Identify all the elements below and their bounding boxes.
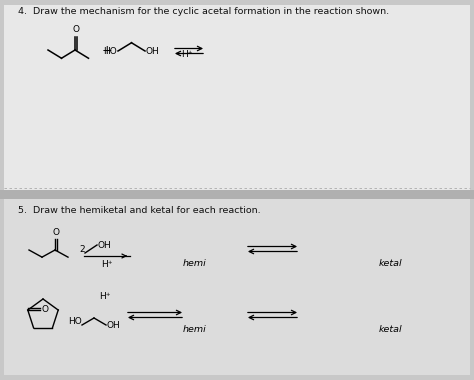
- Text: hemi: hemi: [183, 325, 207, 334]
- Text: 4.  Draw the mechanism for the cyclic acetal formation in the reaction shown.: 4. Draw the mechanism for the cyclic ace…: [18, 7, 389, 16]
- Text: O: O: [53, 228, 60, 237]
- FancyBboxPatch shape: [4, 5, 470, 190]
- Text: H⁺: H⁺: [101, 260, 113, 269]
- Text: O: O: [73, 25, 80, 34]
- Text: O: O: [42, 304, 49, 313]
- Text: OH: OH: [98, 241, 112, 250]
- Text: H⁺: H⁺: [99, 292, 111, 301]
- Text: 5.  Draw the hemiketal and ketal for each reaction.: 5. Draw the hemiketal and ketal for each…: [18, 206, 261, 215]
- Text: +: +: [102, 44, 112, 57]
- Text: HO: HO: [103, 46, 117, 55]
- Text: 2: 2: [79, 244, 85, 253]
- Text: HO: HO: [68, 318, 82, 326]
- Text: OH: OH: [146, 46, 160, 55]
- Text: ketal: ketal: [378, 325, 402, 334]
- FancyBboxPatch shape: [0, 190, 474, 199]
- Text: ketal: ketal: [378, 259, 402, 268]
- Text: hemi: hemi: [183, 259, 207, 268]
- Text: OH: OH: [107, 320, 121, 329]
- Text: H⁺: H⁺: [181, 50, 193, 59]
- FancyBboxPatch shape: [4, 195, 470, 375]
